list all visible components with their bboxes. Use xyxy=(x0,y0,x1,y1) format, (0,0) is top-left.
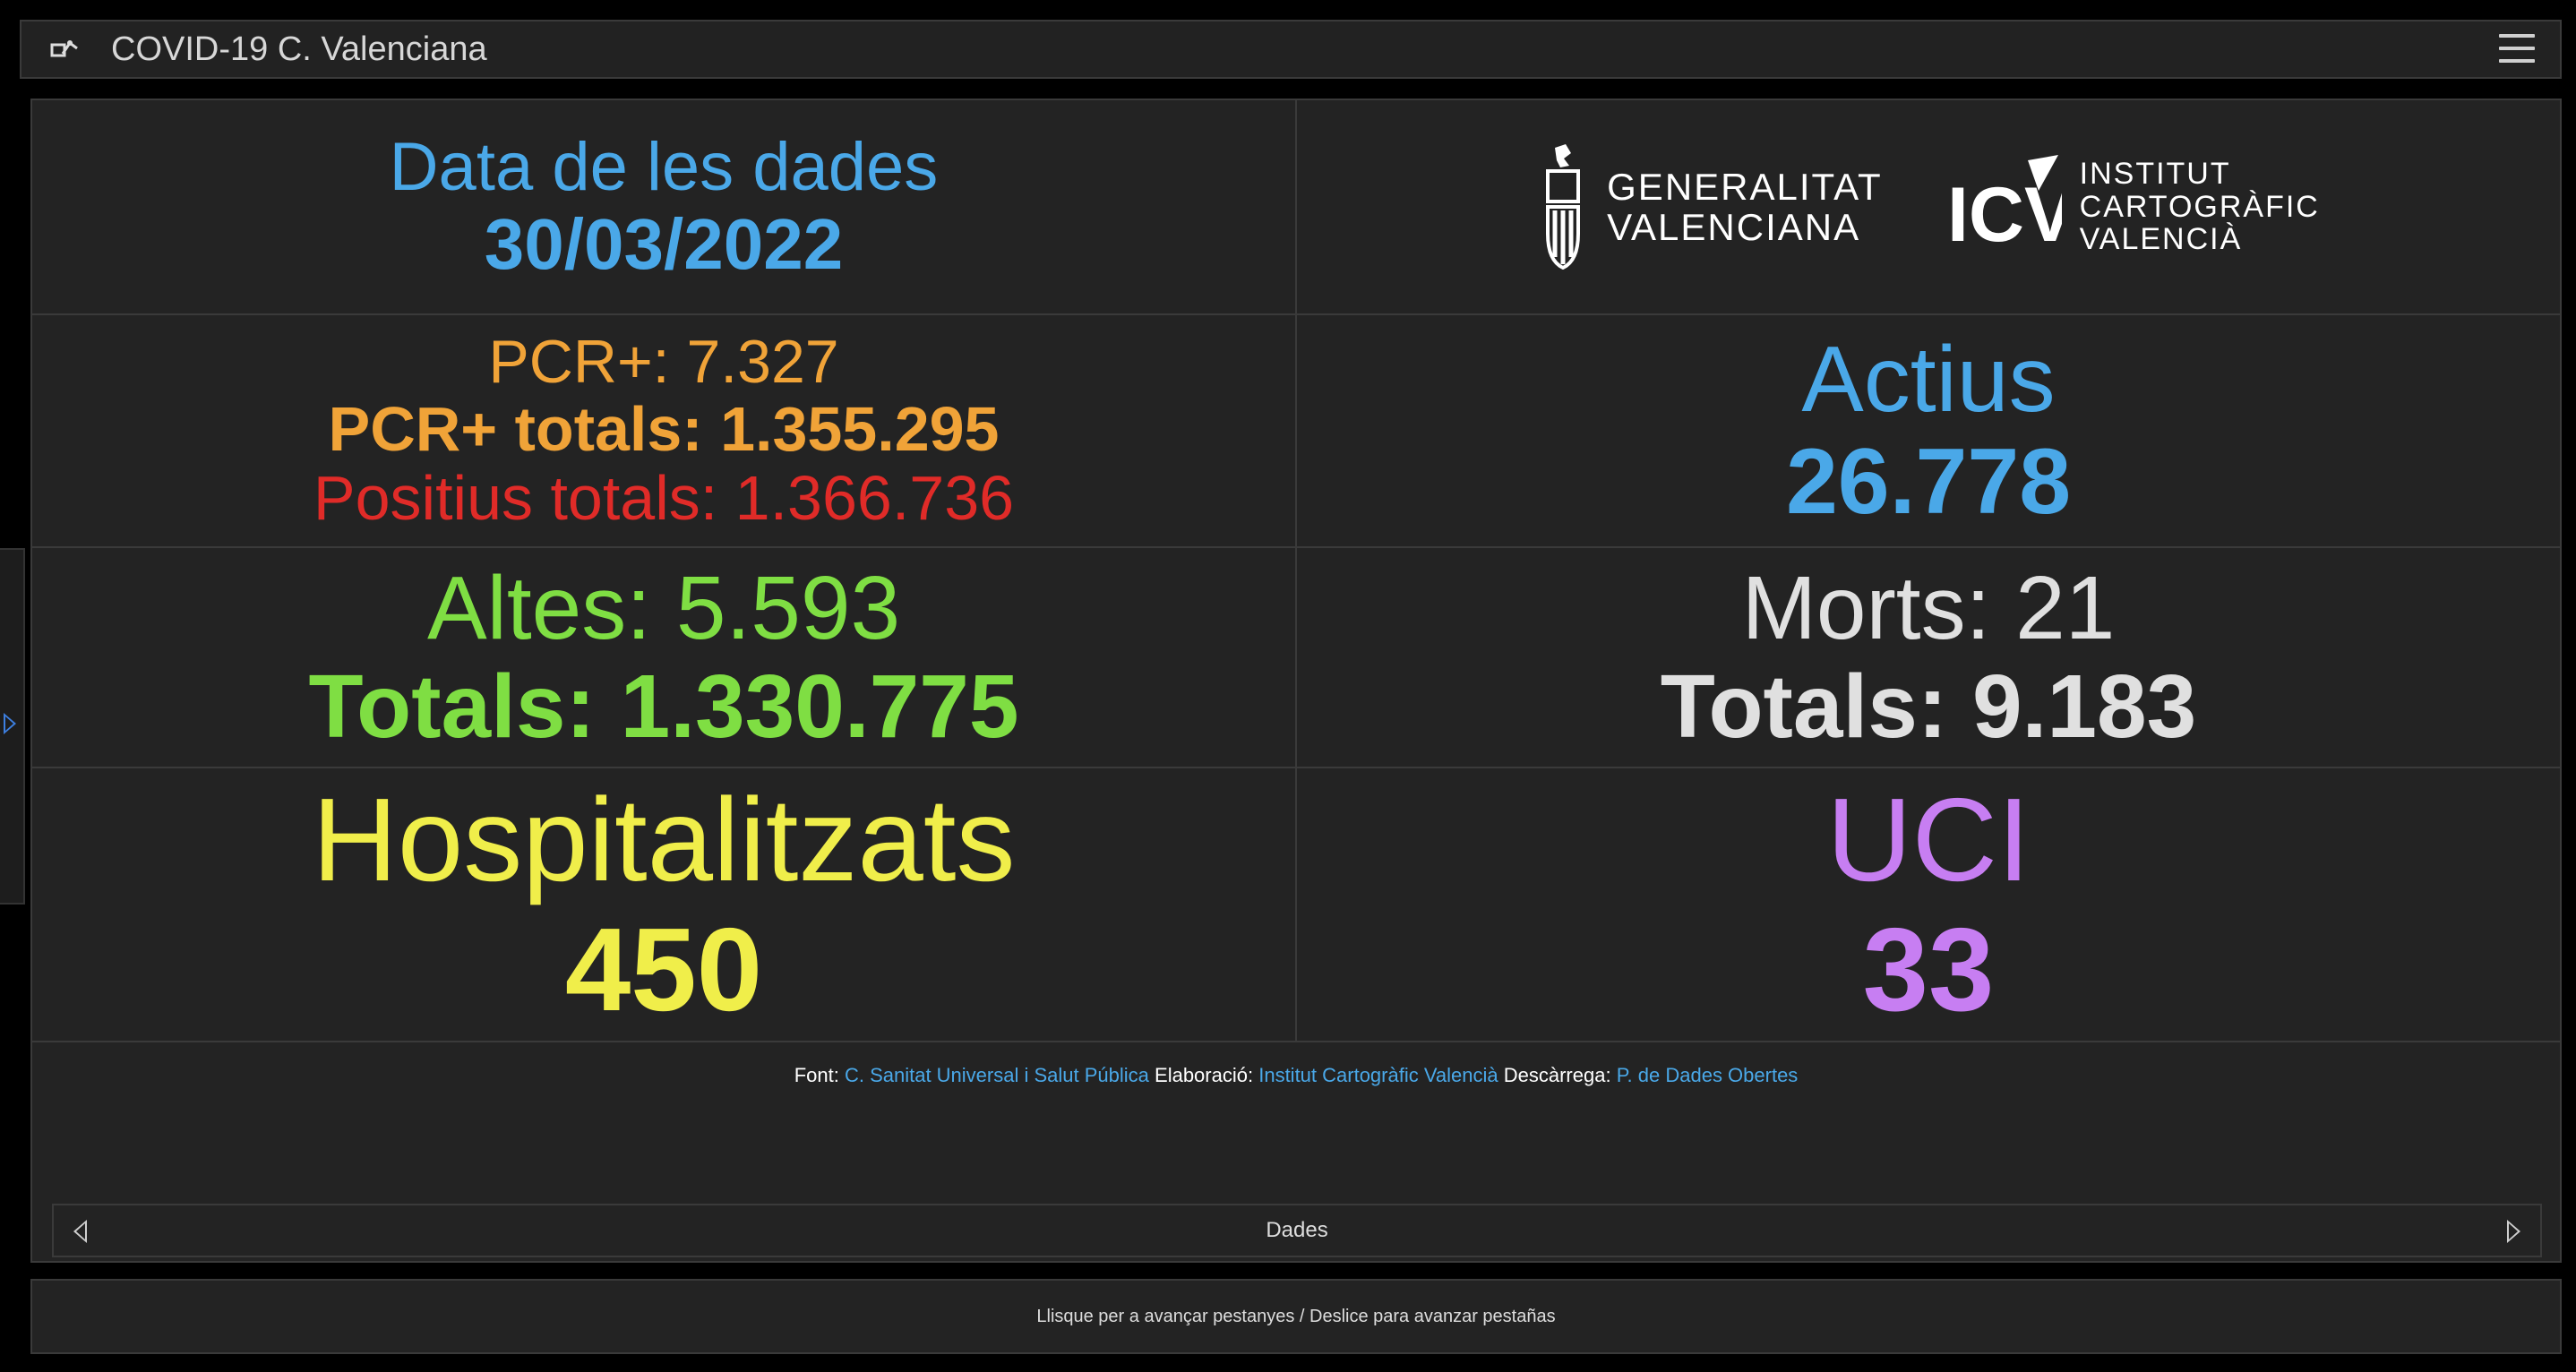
uci-value: 33 xyxy=(1862,904,1995,1035)
positius-totals: Positius totals: 1.366.736 xyxy=(313,463,1015,534)
icv-line-3: VALENCIÀ xyxy=(2079,222,2243,257)
credits-elaboracio-label: Elaboració: xyxy=(1155,1064,1254,1086)
icv-mark-icon: ICV xyxy=(1947,155,2062,258)
pager-label: Dades xyxy=(1266,1218,1328,1242)
app-icon xyxy=(50,33,82,65)
pcr-cell: PCR+: 7.327 PCR+ totals: 1.355.295 Posit… xyxy=(32,315,1297,548)
logos-cell: GENERALITAT VALENCIANA ICV INSTITUT CART… xyxy=(1297,100,2560,315)
credits-descarrega-link[interactable]: P. de Dades Obertes xyxy=(1616,1064,1799,1086)
date-value: 30/03/2022 xyxy=(484,203,844,284)
hospitalitzats-label: Hospitalitzats xyxy=(312,773,1016,905)
date-label: Data de les dades xyxy=(389,129,939,206)
icv-line-2: CARTOGRÀFIC xyxy=(2079,189,2320,224)
morts-cell: Morts: 21 Totals: 9.183 xyxy=(1297,548,2560,768)
icv-line-1: INSTITUT xyxy=(2079,156,2231,191)
app-header: COVID-19 C. Valenciana xyxy=(20,20,2562,79)
credits-font-label: Font: xyxy=(794,1064,839,1086)
hospitalitzats-value: 450 xyxy=(564,904,763,1035)
pcr-totals: PCR+ totals: 1.355.295 xyxy=(328,394,1000,465)
uci-label: UCI xyxy=(1826,773,2031,905)
swipe-hint-text: Llisque per a avançar pestanyes / Deslic… xyxy=(1036,1306,1556,1326)
hospitalitzats-cell: Hospitalitzats 450 xyxy=(32,768,1297,1042)
side-expand-icon xyxy=(4,713,16,734)
credits-descarrega-label: Descàrrega: xyxy=(1503,1064,1611,1086)
generalitat-logo: GENERALITAT VALENCIANA xyxy=(1537,144,1883,270)
generalitat-shield-icon xyxy=(1546,144,1581,270)
icv-mark-text: ICV xyxy=(1947,172,2062,258)
actius-label: Actius xyxy=(1801,327,2056,432)
icv-logo: ICV INSTITUT CARTOGRÀFIC VALENCIÀ xyxy=(1945,155,2320,259)
altes-daily: Altes: 5.593 xyxy=(426,558,901,658)
morts-daily: Morts: 21 xyxy=(1741,558,2116,658)
altes-cell: Altes: 5.593 Totals: 1.330.775 xyxy=(32,548,1297,768)
app-title: COVID-19 C. Valenciana xyxy=(111,30,487,68)
generalitat-line-1: GENERALITAT xyxy=(1607,165,1883,208)
swipe-hint-bar: Llisque per a avançar pestanyes / Deslic… xyxy=(30,1279,2562,1354)
generalitat-line-2: VALENCIANA xyxy=(1607,206,1861,248)
menu-icon[interactable] xyxy=(2499,34,2535,64)
actius-value: 26.778 xyxy=(1785,430,2072,534)
chevron-left-icon[interactable] xyxy=(73,1220,87,1243)
actius-cell: Actius 26.778 xyxy=(1297,315,2560,548)
credits-line: Font: C. Sanitat Universal i Salut Públi… xyxy=(32,1064,2560,1087)
tab-pager: Dades xyxy=(52,1204,2542,1257)
morts-totals: Totals: 9.183 xyxy=(1660,656,2197,757)
dashboard-panel: Data de les dades 30/03/2022 GENERALITAT… xyxy=(30,99,2562,1263)
date-cell: Data de les dades 30/03/2022 xyxy=(32,100,1297,315)
side-panel-toggle[interactable] xyxy=(0,548,25,905)
uci-cell: UCI 33 xyxy=(1297,768,2560,1042)
chevron-right-icon[interactable] xyxy=(2507,1220,2520,1243)
credits-font-link[interactable]: C. Sanitat Universal i Salut Pública xyxy=(844,1064,1149,1086)
pcr-daily: PCR+: 7.327 xyxy=(488,327,839,396)
altes-totals: Totals: 1.330.775 xyxy=(308,656,1019,757)
credits-elaboracio-link[interactable]: Institut Cartogràfic Valencià xyxy=(1258,1064,1498,1086)
